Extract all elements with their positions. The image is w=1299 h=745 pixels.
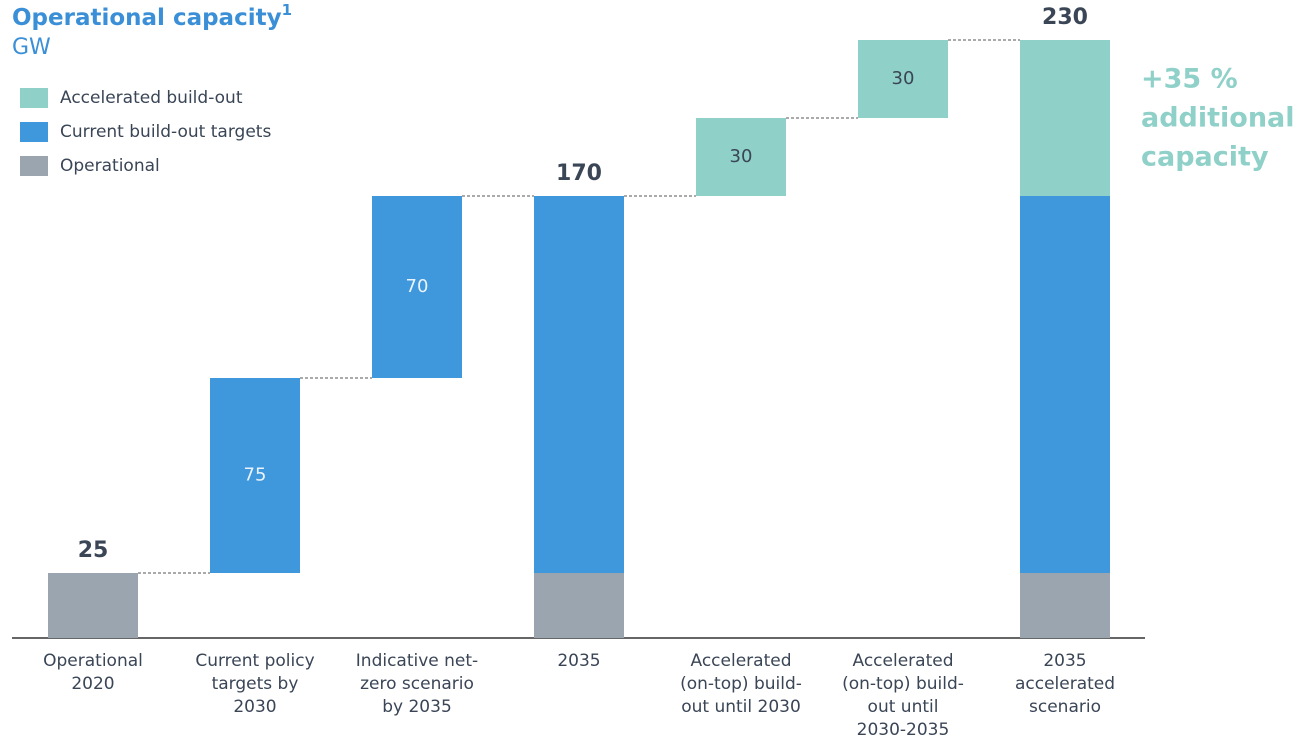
x-tick-label: targets by (212, 674, 299, 694)
annotation: +35 % (1141, 64, 1238, 95)
x-tick-label: Accelerated (853, 651, 954, 671)
bar-segment (1020, 573, 1110, 638)
bar-segment (1020, 40, 1110, 196)
bar-segment (210, 378, 300, 573)
legend-swatch (20, 88, 48, 108)
total-label: 170 (556, 161, 602, 186)
bar-segment (858, 40, 948, 118)
legend-swatch (20, 156, 48, 176)
x-tick-label: 2030-2035 (857, 720, 950, 740)
x-tick-label: 2030 (233, 697, 276, 717)
bar-segment (534, 573, 624, 638)
x-tick-label: Current policy (195, 651, 314, 671)
x-tick-label: Operational (43, 651, 143, 671)
bar-segment (696, 118, 786, 196)
bar-segment (534, 196, 624, 573)
value-label: 70 (406, 276, 429, 297)
legend-swatch (20, 122, 48, 142)
x-tick-label: Accelerated (691, 651, 792, 671)
subtitle: GW (12, 35, 51, 60)
total-label: 25 (78, 538, 109, 563)
title-text: Operational capacity (12, 5, 282, 31)
value-label: 30 (892, 68, 915, 89)
legend-label: Operational (60, 156, 160, 176)
legend-label: Accelerated build-out (60, 88, 243, 108)
bar-segment (48, 573, 138, 638)
bar-segment (1020, 196, 1110, 573)
x-tick-label: zero scenario (360, 674, 474, 694)
x-tick-label: 2035 (1043, 651, 1086, 671)
x-tick-label: accelerated (1015, 674, 1115, 694)
x-tick-label: (on-top) build- (842, 674, 964, 694)
total-label: 230 (1042, 5, 1088, 30)
value-label: 30 (730, 146, 753, 167)
x-tick-label: out until 2030 (681, 697, 801, 717)
annotation: additional (1141, 103, 1295, 134)
value-label: 75 (244, 465, 267, 486)
bar-segment (372, 196, 462, 378)
title-note: 1 (282, 1, 292, 19)
x-tick-label: Indicative net- (356, 651, 478, 671)
legend-label: Current build-out targets (60, 122, 271, 142)
chart-title: Operational capacity1 (12, 1, 292, 31)
x-tick-label: scenario (1029, 697, 1101, 717)
x-tick-label: (on-top) build- (680, 674, 802, 694)
x-tick-label: out until (868, 697, 939, 717)
x-tick-label: by 2035 (382, 697, 452, 717)
x-tick-label: 2020 (71, 674, 114, 694)
x-tick-label: 2035 (557, 651, 600, 671)
annotation: capacity (1141, 142, 1269, 173)
